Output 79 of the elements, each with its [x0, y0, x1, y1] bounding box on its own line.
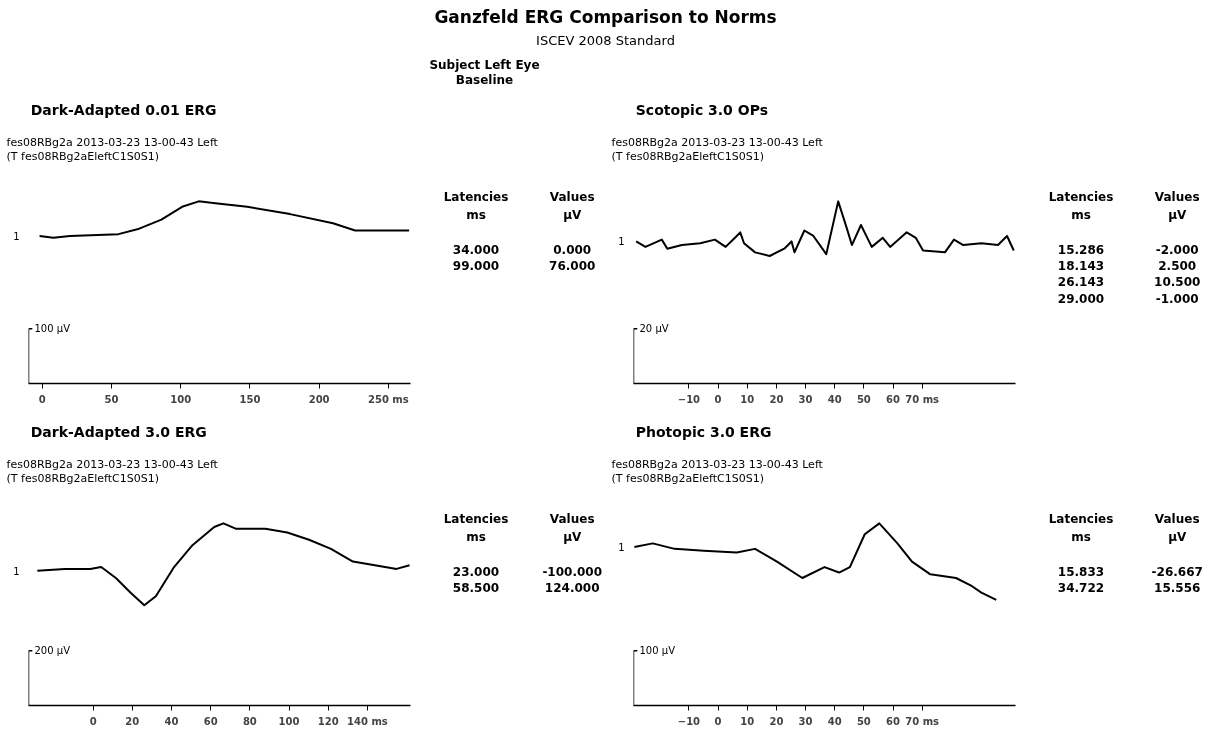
series-label: 1 — [618, 236, 625, 248]
text: 15.833 — [1057, 564, 1105, 579]
x-tick-label: 0 — [714, 393, 722, 405]
text: 34.000 — [452, 242, 500, 257]
chart-subtitle: fes08RBg2a 2013-03-23 13-00-43 Left (T fes08RBg2aEleftC1S0S1) — [611, 457, 824, 486]
text: 26.143 — [1057, 275, 1105, 290]
x-tick-label: 100 — [278, 715, 300, 727]
x-tick-label: 0 — [89, 715, 97, 727]
text: Latencies ms — [1048, 189, 1114, 222]
series-label: 1 — [618, 542, 625, 554]
x-tick-label: 50 — [856, 393, 871, 405]
text: Latencies ms — [443, 189, 509, 222]
x-tick-label: 30 — [798, 393, 813, 405]
x-tick-label: 40 — [827, 393, 842, 405]
x-tick-label: 250 ms — [367, 393, 409, 405]
x-tick-label: 150 — [239, 393, 261, 405]
text: -1.000 — [1155, 291, 1199, 306]
x-tick-label: 70 ms — [905, 393, 940, 405]
text: Ganzfeld ERG Comparison to Norms — [434, 7, 777, 28]
text: 124.000 — [544, 581, 600, 596]
annotation: 200 µV — [34, 645, 71, 657]
text: Values µV — [549, 511, 595, 544]
annotation: 100 µV — [34, 323, 71, 335]
x-tick-label: 30 — [798, 715, 813, 727]
text: 0.000 — [553, 242, 592, 257]
text: 76.000 — [549, 259, 596, 274]
text: ISCEV 2008 Standard — [536, 32, 675, 48]
text: 34.722 — [1057, 581, 1105, 596]
text: 15.286 — [1057, 242, 1105, 257]
series-label: 1 — [13, 565, 20, 577]
x-tick-label: 120 — [317, 715, 339, 727]
x-tick-label: 50 — [104, 393, 119, 405]
chart-subtitle: fes08RBg2a 2013-03-23 13-00-43 Left (T fes08RBg2aEleftC1S0S1) — [6, 135, 219, 164]
text: 2.500 — [1158, 259, 1197, 274]
chart-title: Scotopic 3.0 OPs — [635, 101, 768, 118]
text: 29.000 — [1057, 291, 1105, 306]
x-tick-label: 0 — [714, 715, 722, 727]
series-label: 1 — [13, 230, 20, 242]
text: Values µV — [1154, 511, 1200, 544]
x-tick-label: 10 — [740, 393, 755, 405]
text: Values µV — [549, 189, 595, 222]
text: Latencies ms — [1048, 511, 1114, 544]
x-tick-label: −10 — [677, 393, 701, 405]
x-tick-label: 40 — [164, 715, 179, 727]
text: Latencies ms — [443, 511, 509, 544]
x-tick-label: 0 — [38, 393, 46, 405]
chart-title: Dark-Adapted 3.0 ERG — [30, 423, 207, 440]
x-tick-label: 140 ms — [347, 715, 388, 727]
text: Subject Left Eye Baseline — [429, 57, 540, 87]
annotation: 20 µV — [639, 323, 669, 335]
x-tick-label: 100 — [170, 393, 192, 405]
annotation: 100 µV — [639, 645, 676, 657]
text: 10.500 — [1154, 275, 1201, 290]
x-tick-label: 40 — [827, 715, 842, 727]
x-tick-label: 60 — [203, 715, 218, 727]
x-tick-label: 20 — [769, 715, 784, 727]
x-tick-label: −10 — [677, 715, 701, 727]
text: -100.000 — [542, 564, 603, 579]
x-tick-label: 60 — [886, 393, 901, 405]
text: 15.556 — [1154, 581, 1201, 596]
text: 18.143 — [1057, 259, 1105, 274]
x-tick-label: 10 — [740, 715, 755, 727]
text: Values µV — [1154, 189, 1200, 222]
x-tick-label: 70 ms — [905, 715, 940, 727]
x-tick-label: 80 — [242, 715, 257, 727]
x-tick-label: 200 — [308, 393, 330, 405]
chart-subtitle: fes08RBg2a 2013-03-23 13-00-43 Left (T fes08RBg2aEleftC1S0S1) — [611, 135, 824, 164]
x-tick-label: 20 — [125, 715, 140, 727]
chart-title: Photopic 3.0 ERG — [635, 423, 772, 440]
text: 99.000 — [452, 259, 500, 274]
text: -26.667 — [1151, 564, 1203, 579]
text: -2.000 — [1155, 242, 1199, 257]
chart-subtitle: fes08RBg2a 2013-03-23 13-00-43 Left (T fes08RBg2aEleftC1S0S1) — [6, 457, 219, 486]
x-tick-label: 60 — [886, 715, 901, 727]
text: 23.000 — [452, 564, 500, 579]
x-tick-label: 20 — [769, 393, 784, 405]
text: 58.500 — [452, 581, 500, 596]
x-tick-label: 50 — [856, 715, 871, 727]
chart-title: Dark-Adapted 0.01 ERG — [30, 101, 217, 118]
